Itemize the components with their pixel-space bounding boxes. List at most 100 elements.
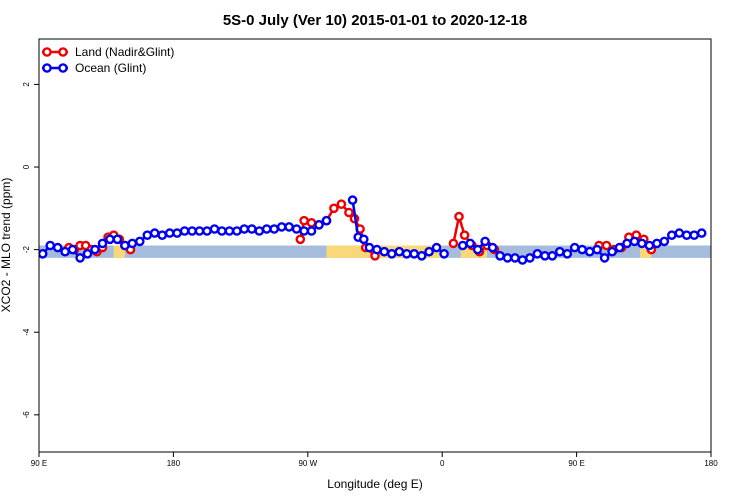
data-point bbox=[194, 226, 205, 236]
x-tick-label: 0 bbox=[440, 459, 445, 468]
data-point bbox=[689, 230, 700, 240]
plot-frame bbox=[38, 38, 712, 453]
y-tick-label: -4 bbox=[22, 328, 31, 336]
data-point bbox=[321, 215, 332, 226]
data-point bbox=[179, 226, 190, 236]
legend-marker bbox=[42, 63, 52, 73]
data-point bbox=[239, 224, 250, 234]
data-point bbox=[409, 248, 420, 259]
data-point bbox=[674, 228, 685, 238]
data-point bbox=[284, 222, 294, 232]
legend-marker bbox=[42, 47, 52, 57]
data-point bbox=[82, 248, 93, 259]
y-tick-label: 0 bbox=[22, 164, 31, 169]
data-point bbox=[547, 250, 558, 261]
data-point bbox=[276, 222, 287, 232]
data-point bbox=[39, 249, 48, 259]
x-tick-label: 180 bbox=[167, 459, 181, 468]
data-point bbox=[629, 236, 640, 247]
data-point bbox=[347, 195, 358, 205]
y-axis-label: XCO2 - MLO trend (ppm) bbox=[0, 178, 13, 313]
data-point bbox=[667, 230, 677, 240]
data-point bbox=[510, 253, 520, 263]
data-point bbox=[187, 226, 197, 236]
data-point bbox=[164, 228, 175, 238]
y-tick-label: -2 bbox=[22, 246, 31, 254]
data-point bbox=[209, 224, 220, 234]
data-point bbox=[306, 217, 317, 228]
data-point bbox=[696, 228, 707, 238]
x-tick-label: 90 E bbox=[568, 459, 584, 468]
data-point bbox=[364, 242, 375, 253]
data-point bbox=[480, 236, 490, 247]
x-tick-label: 180 bbox=[704, 459, 718, 468]
legend-marker bbox=[58, 63, 68, 73]
data-point bbox=[157, 230, 167, 240]
data-point bbox=[120, 240, 130, 251]
data-point bbox=[431, 242, 442, 253]
data-point bbox=[336, 199, 347, 209]
data-point bbox=[584, 246, 595, 257]
data-point bbox=[202, 226, 212, 236]
data-point bbox=[577, 244, 588, 255]
data-point bbox=[599, 253, 610, 263]
data-point bbox=[457, 240, 468, 251]
data-point bbox=[416, 250, 427, 261]
land-band-segment bbox=[640, 245, 652, 258]
x-axis-label: Longitude (deg E) bbox=[327, 477, 422, 491]
data-point bbox=[439, 248, 449, 259]
data-point bbox=[329, 203, 339, 214]
y-tick-label: 2 bbox=[22, 82, 31, 87]
data-point bbox=[134, 236, 145, 247]
data-point bbox=[149, 228, 160, 238]
data-point bbox=[291, 224, 302, 234]
data-point bbox=[372, 244, 382, 255]
legend-item: Land (Nadir&Glint) bbox=[42, 45, 174, 59]
data-point bbox=[142, 230, 153, 240]
data-point bbox=[525, 253, 535, 263]
y-axis: 2 0 -2 -4 -6 bbox=[22, 82, 39, 418]
data-point bbox=[75, 253, 85, 263]
data-point bbox=[295, 234, 306, 245]
data-point bbox=[472, 244, 483, 255]
data-point bbox=[60, 246, 70, 257]
data-point bbox=[637, 238, 647, 249]
data-point bbox=[681, 230, 692, 240]
data-point bbox=[52, 242, 63, 253]
legend-item: Ocean (Glint) bbox=[42, 61, 146, 75]
data-point bbox=[314, 219, 324, 230]
data-point bbox=[394, 246, 405, 257]
series-ocean bbox=[39, 195, 707, 265]
data-point bbox=[459, 230, 470, 240]
data-point bbox=[555, 246, 565, 257]
data-point bbox=[261, 224, 272, 234]
data-point bbox=[569, 242, 580, 253]
legend: Land (Nadir&Glint) Ocean (Glint) bbox=[42, 45, 174, 75]
data-point bbox=[105, 234, 115, 245]
land-band-segment bbox=[113, 245, 125, 258]
data-point bbox=[652, 238, 662, 249]
data-point bbox=[424, 246, 434, 257]
x-tick-label: 90 W bbox=[298, 459, 317, 468]
x-tick-label: 90 E bbox=[31, 459, 47, 468]
data-point bbox=[246, 224, 257, 234]
data-point bbox=[232, 226, 242, 236]
data-point bbox=[344, 207, 354, 218]
data-point bbox=[465, 238, 476, 249]
data-point bbox=[299, 215, 309, 226]
x-axis: 90 E 180 90 W 0 90 E 180 bbox=[31, 452, 718, 468]
data-point bbox=[90, 244, 100, 255]
data-point bbox=[448, 238, 459, 249]
legend-marker bbox=[58, 47, 68, 57]
data-point bbox=[224, 226, 235, 236]
series-layer bbox=[39, 195, 707, 265]
data-point bbox=[306, 226, 317, 236]
data-point bbox=[172, 228, 182, 238]
data-point bbox=[517, 255, 528, 265]
data-point bbox=[592, 244, 602, 255]
data-point bbox=[540, 250, 550, 261]
data-point bbox=[502, 253, 513, 263]
data-point bbox=[127, 238, 138, 249]
data-point bbox=[254, 226, 265, 236]
